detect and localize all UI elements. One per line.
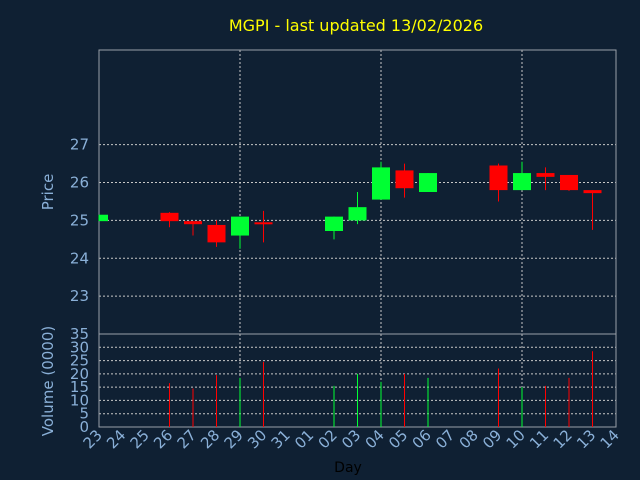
candle-body [325, 216, 343, 232]
candle-body [231, 216, 249, 236]
x-tick-label: 27 [174, 426, 200, 452]
candle-body [160, 212, 179, 222]
candle [489, 163, 508, 202]
price-tick-label: 24 [70, 249, 89, 267]
volume-tick-label: 10 [70, 391, 89, 409]
volume-bars [169, 351, 593, 427]
candle-body [254, 222, 273, 225]
x-tick-label: 11 [526, 426, 552, 452]
volume-tick-label: 15 [70, 378, 89, 396]
x-tick-label: 26 [150, 426, 176, 452]
price-tick-label: 23 [70, 287, 89, 305]
candle [231, 216, 249, 249]
x-tick-label: 06 [409, 426, 435, 452]
candle-body [419, 173, 437, 192]
candle [513, 161, 531, 191]
candle-body [489, 165, 508, 191]
x-ticks: 2324252627282930310102030405060708091011… [80, 426, 623, 452]
x-tick-label: 28 [197, 426, 223, 452]
candles [98, 161, 602, 249]
volume-tick-label: 20 [70, 365, 89, 383]
candle [536, 167, 555, 191]
x-tick-label: 14 [597, 426, 623, 452]
price-tick-label: 26 [70, 174, 89, 192]
candle-body [583, 190, 602, 194]
candle-body [99, 214, 108, 222]
candle [98, 214, 108, 222]
candle-body [513, 173, 531, 191]
x-tick-label: 09 [479, 426, 505, 452]
candle [583, 190, 602, 230]
x-tick-label: 25 [127, 426, 153, 452]
volume-axis-label: Volume (0000) [39, 326, 57, 436]
candle-body [395, 170, 414, 189]
candle [419, 173, 437, 192]
candle [325, 216, 343, 240]
chart-title: MGPI - last updated 13/02/2026 [229, 16, 483, 35]
x-tick-label: 03 [338, 426, 364, 452]
x-tick-label: 13 [573, 426, 599, 452]
candle [160, 212, 179, 228]
candle-body [560, 174, 578, 191]
candle [254, 210, 273, 243]
candle-body [184, 221, 202, 225]
price-axis-label: Price [39, 174, 57, 211]
x-tick-label: 01 [291, 426, 317, 452]
candle [395, 163, 414, 198]
volume-tick-label: 0 [79, 418, 89, 436]
candle [372, 161, 390, 200]
x-tick-label: 02 [315, 426, 341, 452]
candle [184, 221, 202, 236]
x-tick-label: 08 [456, 426, 482, 452]
volume-tick-label: 25 [70, 352, 89, 370]
volume-tick-label: 30 [70, 338, 89, 356]
x-tick-label: 24 [103, 426, 129, 452]
volume-tick-label: 5 [79, 405, 89, 423]
x-tick-label: 12 [550, 426, 576, 452]
price-y-ticks: 23 24 25 26 27 [70, 136, 89, 305]
price-tick-label: 27 [70, 136, 89, 154]
candle-body [348, 207, 367, 221]
x-tick-label: 31 [268, 426, 294, 452]
x-tick-label: 29 [221, 426, 247, 452]
candle [207, 220, 226, 247]
candle [560, 174, 578, 191]
x-tick-label: 30 [244, 426, 270, 452]
x-tick-label: 10 [503, 426, 529, 452]
x-axis-label: Day [334, 460, 362, 476]
x-tick-label: 07 [432, 426, 458, 452]
price-tick-label: 25 [70, 211, 89, 229]
candle [348, 192, 367, 225]
x-tick-label: 04 [362, 426, 388, 452]
x-tick-label: 05 [385, 426, 411, 452]
volume-tick-label: 35 [70, 325, 89, 343]
candle-body [536, 173, 555, 177]
candle-body [372, 167, 390, 200]
candle-body [207, 224, 226, 243]
